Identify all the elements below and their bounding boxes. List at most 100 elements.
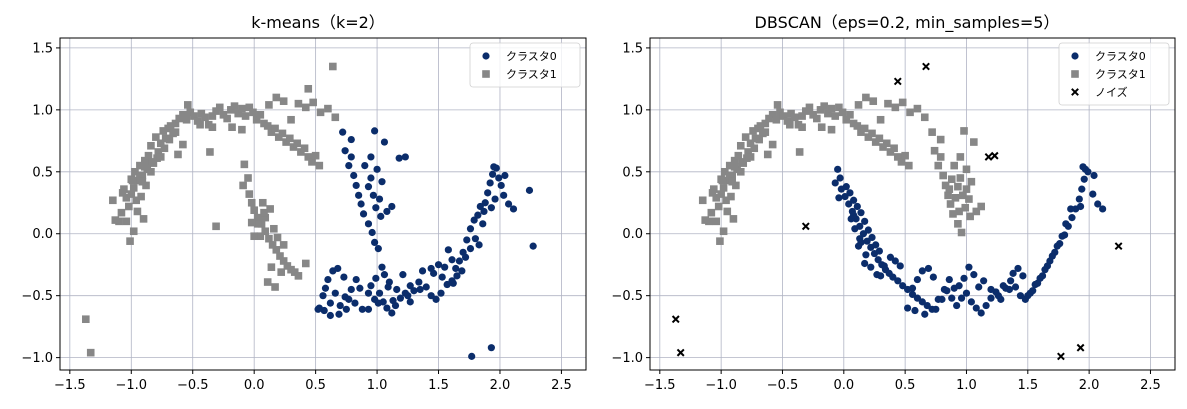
- data-point: [712, 194, 721, 202]
- data-point: [279, 257, 288, 265]
- data-point: [967, 177, 976, 186]
- data-point: [250, 206, 258, 214]
- data-point: [364, 305, 373, 313]
- data-point: [1053, 242, 1061, 250]
- data-point: [308, 158, 316, 166]
- data-point: [929, 273, 937, 281]
- data-point: [831, 112, 840, 120]
- data-point: [196, 120, 204, 129]
- data-point: [977, 309, 985, 317]
- x-tick-label: −0.5: [177, 378, 209, 393]
- data-point: [401, 153, 409, 161]
- data-point: [324, 275, 332, 284]
- data-point: [238, 104, 246, 113]
- data-point: [263, 122, 272, 130]
- data-point: [913, 294, 922, 302]
- data-point: [128, 176, 137, 185]
- data-point: [874, 256, 882, 264]
- data-point: [1076, 343, 1085, 352]
- data-point: [779, 112, 788, 120]
- data-point: [744, 148, 752, 156]
- data-point: [834, 165, 842, 173]
- data-point: [156, 139, 165, 148]
- data-point: [913, 275, 922, 284]
- data-point: [738, 158, 746, 166]
- data-point: [1094, 200, 1102, 208]
- chart-title: DBSCAN（eps=0.2, min_samples=5）: [755, 13, 1060, 33]
- data-point: [723, 176, 732, 185]
- data-point: [750, 144, 759, 153]
- data-point: [347, 153, 355, 161]
- data-point: [453, 272, 461, 280]
- data-point: [1062, 220, 1070, 228]
- data-point: [725, 161, 734, 170]
- data-point: [261, 227, 270, 236]
- noise-marker-stroke: [676, 348, 685, 357]
- data-point: [341, 147, 349, 155]
- data-point: [378, 263, 386, 271]
- data-point: [962, 185, 971, 193]
- legend-box: [1058, 42, 1170, 106]
- data-point: [244, 174, 252, 182]
- data-point: [449, 279, 457, 287]
- data-point: [905, 161, 913, 170]
- data-point: [118, 189, 127, 197]
- data-point: [987, 294, 995, 302]
- data-point: [171, 119, 180, 128]
- data-point: [939, 171, 947, 180]
- data-point: [1011, 283, 1020, 291]
- data-point: [324, 104, 332, 113]
- data-point: [500, 191, 508, 199]
- data-point: [345, 161, 353, 170]
- data-point: [444, 246, 452, 254]
- data-point: [918, 298, 926, 306]
- data-point: [882, 139, 891, 148]
- data-point: [525, 186, 534, 194]
- data-point: [1048, 252, 1056, 260]
- data-point: [901, 151, 909, 160]
- data-point: [730, 163, 739, 171]
- legend-label: ノイズ: [1095, 85, 1128, 99]
- data-point: [960, 274, 968, 282]
- data-point: [321, 284, 330, 292]
- data-point: [147, 141, 155, 150]
- data-point: [716, 237, 724, 245]
- data-point: [254, 220, 262, 228]
- data-point: [884, 99, 892, 108]
- data-point: [894, 277, 902, 285]
- data-point: [930, 146, 939, 155]
- data-point: [266, 205, 274, 213]
- legend-marker: [1071, 52, 1079, 60]
- data-point: [277, 268, 286, 276]
- data-point: [223, 114, 231, 123]
- data-point: [367, 282, 375, 290]
- data-point: [868, 129, 876, 138]
- data-point: [961, 203, 970, 212]
- data-point: [708, 189, 717, 197]
- data-point: [358, 305, 366, 313]
- data-point: [768, 140, 777, 149]
- data-point: [491, 195, 499, 203]
- data-point: [982, 301, 990, 310]
- legend-label: クラスタ0: [1095, 50, 1146, 63]
- dbscan-panel: DBSCAN（eps=0.2, min_samples=5） −1.5 −1.0−…: [611, 13, 1176, 393]
- data-point: [1005, 285, 1014, 294]
- data-point: [136, 171, 144, 180]
- data-point: [371, 127, 379, 135]
- data-point: [861, 217, 869, 225]
- data-point: [746, 139, 755, 148]
- data-point: [369, 191, 377, 199]
- data-point: [418, 267, 427, 275]
- data-point: [182, 115, 191, 124]
- data-point: [495, 174, 503, 182]
- data-point: [367, 174, 375, 182]
- data-point: [350, 171, 358, 180]
- data-point: [329, 62, 337, 71]
- data-point: [746, 153, 755, 161]
- noise-marker-stroke: [990, 151, 999, 160]
- data-point: [374, 244, 382, 253]
- data-point: [404, 292, 412, 300]
- data-point: [371, 238, 379, 247]
- data-point: [339, 128, 347, 136]
- data-point: [698, 196, 707, 205]
